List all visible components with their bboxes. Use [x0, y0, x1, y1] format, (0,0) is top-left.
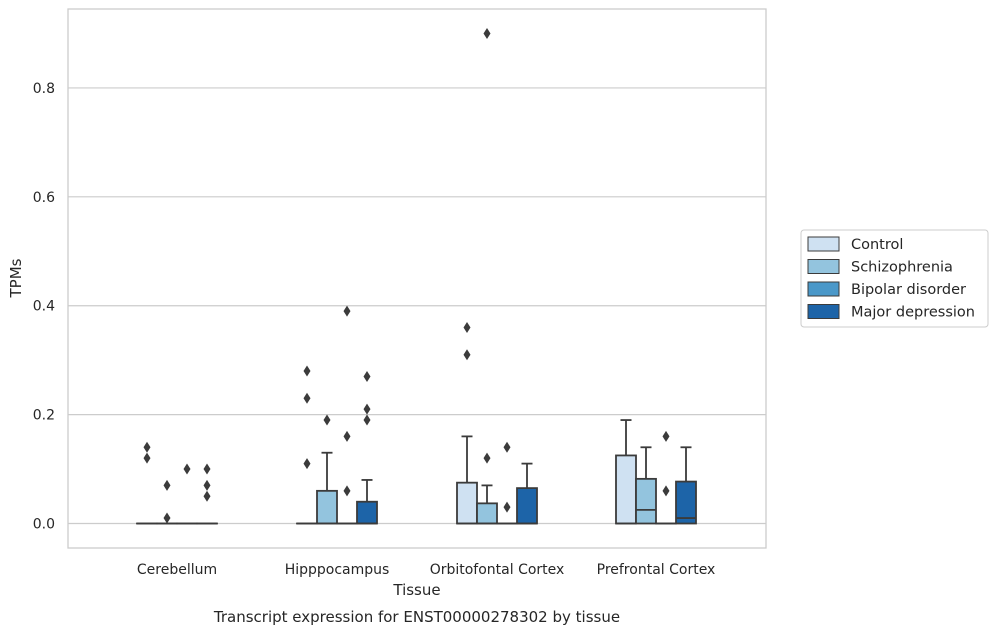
- box-body: [675, 480, 697, 525]
- box-1-3: [635, 446, 657, 525]
- outlier-point: [483, 452, 491, 464]
- outlier-point: [343, 305, 351, 317]
- box-0-0: [136, 441, 158, 525]
- outlier-point: [163, 512, 171, 524]
- legend-swatch: [807, 281, 840, 297]
- x-tick-labels: Cerebellum Hipppocampus Orbitofontal Corte…: [137, 562, 715, 578]
- box-body: [635, 477, 657, 525]
- box-1-0: [156, 479, 178, 525]
- outlier-point: [483, 28, 491, 39]
- outlier-point: [363, 371, 371, 382]
- y-tick-label: 0.6: [33, 190, 55, 206]
- y-axis-label: TPMs: [7, 258, 25, 298]
- box-0-1: [296, 365, 318, 525]
- box-2-0: [176, 463, 198, 525]
- y-tick-label: 0.0: [33, 517, 55, 533]
- x-tick-label: Prefrontal Cortex: [597, 562, 716, 578]
- box-1-1: [316, 414, 338, 525]
- x-tick-label: Hipppocampus: [285, 562, 390, 578]
- box-1-2: [476, 28, 498, 525]
- outlier-point: [363, 403, 371, 415]
- box-0-2: [456, 322, 478, 525]
- outlier-point: [343, 430, 351, 442]
- x-axis-label: Tissue: [392, 581, 440, 599]
- box-body: [316, 489, 338, 525]
- legend-frame: [800, 229, 989, 328]
- x-tick-label: Cerebellum: [137, 562, 217, 578]
- legend-label: Control: [851, 237, 903, 253]
- y-tick-labels: 0.0 0.2 0.4 0.6 0.8: [33, 81, 55, 533]
- legend: Control Schizophrenia Bipolar disorder Majo…: [800, 229, 989, 328]
- box-body: [456, 481, 478, 525]
- outlier-point: [343, 485, 351, 497]
- y-tick-label: 0.2: [33, 408, 55, 424]
- outlier-point: [303, 458, 311, 470]
- boxes-layer: [136, 28, 697, 525]
- box-3-2: [516, 462, 538, 525]
- outlier-point: [363, 414, 371, 426]
- legend-swatch: [807, 304, 840, 319]
- box-2-3: [655, 430, 677, 525]
- box-2-1: [336, 305, 358, 525]
- legend-swatch: [807, 236, 840, 252]
- outlier-point: [143, 441, 151, 453]
- outlier-point: [203, 479, 211, 491]
- legend-label: Major depression: [851, 305, 975, 321]
- box-body: [516, 487, 538, 525]
- outlier-point: [183, 463, 191, 475]
- outlier-point: [463, 349, 471, 361]
- outlier-point: [503, 441, 511, 453]
- x-tick-label: Orbitofontal Cortex: [430, 562, 565, 578]
- legend-label: Schizophrenia: [851, 260, 953, 276]
- box-3-0: [196, 463, 218, 525]
- box-3-1: [356, 371, 378, 525]
- outlier-point: [203, 463, 211, 475]
- outlier-point: [662, 430, 670, 442]
- outlier-point: [163, 479, 171, 491]
- outlier-point: [323, 414, 331, 426]
- outlier-point: [143, 452, 151, 464]
- legend-swatch: [807, 259, 840, 274]
- legend-label: Bipolar disorder: [851, 282, 966, 298]
- outlier-point: [503, 501, 511, 513]
- plot-frame: [67, 8, 767, 549]
- outlier-point: [662, 485, 670, 497]
- box-body: [356, 500, 378, 525]
- outlier-point: [203, 490, 211, 502]
- box-2-2: [496, 441, 518, 525]
- outlier-point: [303, 365, 311, 377]
- outlier-point: [463, 322, 471, 333]
- chart-title: Transcript expression for ENST0000027830…: [213, 608, 620, 626]
- gridlines: [68, 87, 766, 525]
- box-body: [615, 454, 637, 525]
- y-tick-label: 0.4: [33, 299, 55, 315]
- box-0-3: [615, 419, 637, 525]
- y-tick-label: 0.8: [33, 81, 55, 97]
- box-3-3: [675, 446, 697, 525]
- box-body: [476, 502, 498, 525]
- outlier-point: [303, 392, 311, 404]
